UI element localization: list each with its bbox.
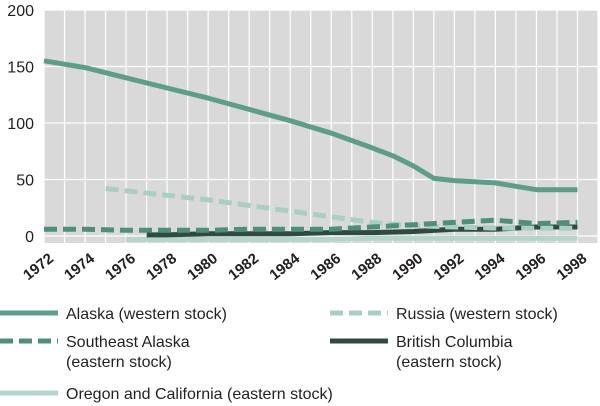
legend-label: (eastern stock) — [66, 354, 172, 371]
x-tick-label: 1974 — [61, 250, 98, 284]
legend: Alaska (western stock) Russia (western st… — [0, 306, 558, 403]
x-tick-label: 1998 — [554, 250, 591, 284]
series-line-1 — [105, 186, 578, 231]
legend-label: (eastern stock) — [396, 354, 502, 371]
plot-background — [44, 10, 598, 243]
x-tick-label: 1994 — [472, 250, 509, 284]
y-axis-ticks: 0 50 100 150 200 — [7, 3, 34, 246]
series-line-4 — [126, 235, 578, 242]
x-tick-label: 1992 — [430, 250, 467, 284]
y-tick-label: 0 — [25, 229, 34, 246]
series-line-2 — [44, 217, 578, 233]
y-tick-label: 100 — [7, 116, 34, 133]
series-line-0 — [43, 58, 578, 193]
x-axis-ticks: 1972 1974 1976 1978 1980 1982 1984 1986 1988 1990… — [20, 250, 590, 284]
x-tick-label: 1982 — [225, 250, 262, 284]
x-tick-label: 1978 — [143, 250, 180, 284]
x-tick-label: 1976 — [102, 250, 139, 284]
x-tick-label: 1980 — [184, 250, 221, 284]
series-line-3 — [146, 224, 578, 238]
x-tick-label: 1990 — [389, 250, 426, 284]
legend-item-1: Russia (western stock) — [330, 306, 558, 323]
y-tick-label: 50 — [16, 173, 34, 190]
legend-item-2: Southeast Alaska (eastern stock) — [0, 334, 190, 371]
y-tick-label: 200 — [7, 3, 34, 20]
legend-label: Alaska (western stock) — [66, 306, 227, 323]
y-tick-label: 150 — [7, 60, 34, 77]
legend-item-3: British Columbia (eastern stock) — [330, 334, 513, 371]
x-tick-label: 1988 — [348, 250, 385, 284]
x-tick-label: 1972 — [20, 250, 57, 284]
x-tick-label: 1986 — [307, 250, 344, 284]
x-tick-label: 1996 — [513, 250, 550, 284]
legend-item-0: Alaska (western stock) — [0, 306, 227, 323]
x-tick-label: 1984 — [266, 250, 303, 284]
legend-label: Russia (western stock) — [396, 306, 558, 323]
legend-label: British Columbia — [396, 334, 513, 351]
legend-label: Southeast Alaska — [66, 334, 190, 351]
legend-label: Oregon and California (eastern stock) — [66, 386, 333, 403]
legend-item-4: Oregon and California (eastern stock) — [0, 386, 333, 403]
series-lines — [43, 58, 578, 242]
